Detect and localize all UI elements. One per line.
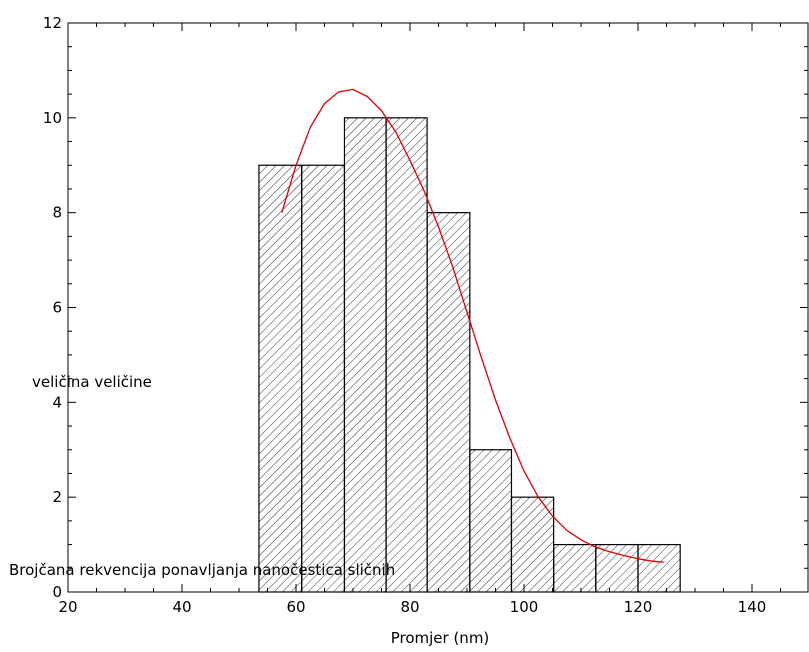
histogram-bar-1 [258, 164, 303, 593]
ticks-layer: 20 40 60 80 100 120 140 0 2 4 6 8 10 12 [43, 14, 808, 616]
y-tick-label: 2 [52, 488, 62, 506]
x-axis-title: Promjer (nm) [391, 629, 490, 647]
histogram-bar-10 [637, 543, 681, 593]
x-tick-label: 20 [58, 598, 77, 616]
histogram-bar-2 [301, 164, 346, 593]
histogram-bar-8 [553, 543, 597, 593]
y-tick-label: 12 [43, 14, 62, 32]
bars-layer [258, 117, 681, 593]
x-tick-label: 140 [738, 598, 767, 616]
fit-curve [281, 88, 664, 563]
y-tick-label: 6 [52, 299, 62, 317]
fit-curve-layer [281, 88, 664, 563]
annotation-size-label: veličina veličine [32, 373, 152, 391]
histogram-bar-7 [510, 496, 555, 593]
y-tick-label: 4 [52, 393, 62, 411]
histogram-bar-3 [343, 117, 387, 593]
x-tick-label: 60 [286, 598, 305, 616]
histogram-bar-6 [469, 449, 513, 593]
x-tick-label: 120 [624, 598, 653, 616]
x-tick-label: 100 [510, 598, 539, 616]
y-tick-label: 10 [43, 109, 62, 127]
histogram-bar-9 [595, 543, 639, 593]
y-tick-label: 8 [52, 204, 62, 222]
x-tick-label: 80 [400, 598, 419, 616]
x-tick-label: 40 [172, 598, 191, 616]
histogram-bar-4 [385, 117, 428, 593]
annotation-frequency-label: Brojčana rekvencija ponavljanja nanočest… [9, 561, 395, 579]
y-tick-label: 0 [52, 583, 62, 601]
histogram-bar-5 [426, 212, 471, 593]
